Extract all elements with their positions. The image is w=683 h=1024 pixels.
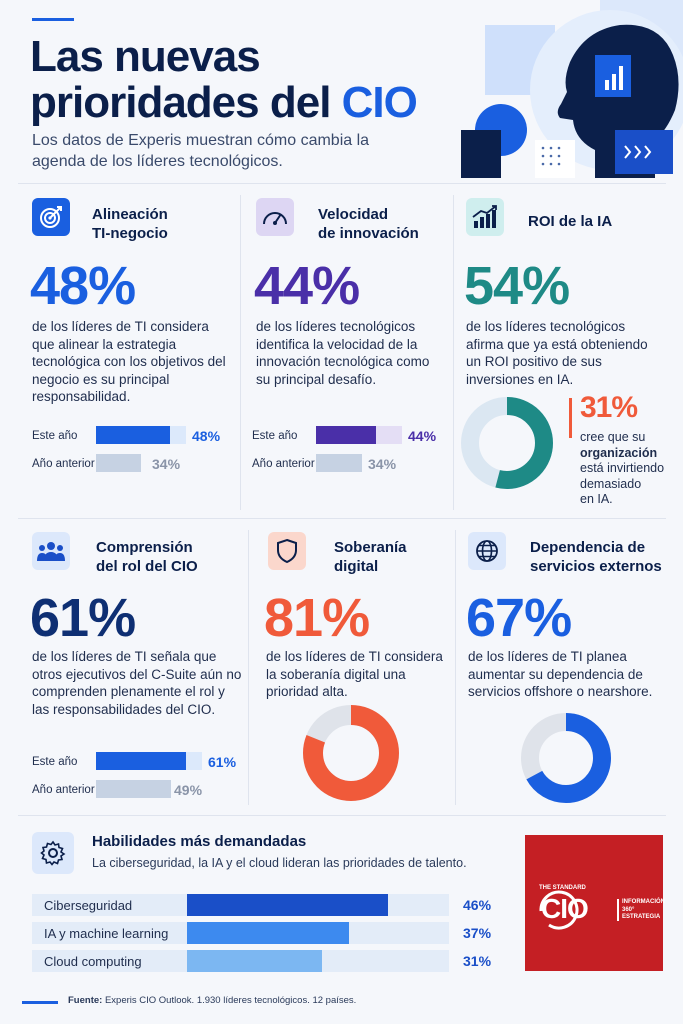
donut-chart-dependencia — [521, 713, 611, 803]
stat-value-velocidad: 44% — [254, 256, 360, 316]
hero-illustration — [455, 0, 683, 178]
card-title-dependencia: Dependencia de servicios externos — [530, 539, 662, 575]
stat-description-velocidad: de los líderes tecnológicos identifica l… — [256, 319, 430, 387]
skill-value: 46% — [463, 897, 492, 913]
skills-bar-chart: Ciberseguridad 46% IA y machine learning 37… — [32, 894, 491, 974]
divider — [455, 530, 456, 805]
gear-icon — [32, 832, 74, 874]
stat-value-dependencia: 67% — [466, 588, 572, 648]
shield-icon — [268, 532, 306, 570]
bar-current — [96, 752, 186, 770]
bar-track — [96, 752, 202, 770]
divider — [240, 195, 241, 510]
footer-accent-line — [22, 1001, 58, 1004]
skill-label: Ciberseguridad — [44, 898, 133, 913]
stat-description-alineacion: de los líderes de TI considera que aline… — [32, 319, 226, 404]
bar-current — [316, 426, 377, 444]
bar-label-current: Este año — [252, 430, 298, 442]
donut-slice-value — [461, 397, 553, 489]
divider — [248, 530, 249, 805]
skills-subtitle: La ciberseguridad, la IA y el cloud lide… — [92, 856, 467, 870]
skill-label: IA y machine learning — [44, 926, 169, 941]
highlight-bar — [569, 398, 572, 438]
stat-description-dependencia: de los líderes de TI planea aumentar su … — [468, 649, 653, 699]
bar-label-previous: Año anterior — [32, 458, 95, 470]
skill-row: IA y machine learning — [32, 922, 449, 944]
donut-chart-soberania — [303, 705, 399, 801]
target-icon — [32, 198, 70, 236]
card-title-roi: ROI de la IA — [528, 213, 613, 230]
donut-slice-value — [303, 705, 399, 801]
skill-value: 31% — [463, 953, 492, 969]
people-icon — [32, 532, 70, 570]
card-title-velocidad: Velocidad de innovación — [318, 206, 419, 242]
bar-previous — [96, 454, 141, 472]
source-note: Fuente: Experis CIO Outlook. 1.930 líder… — [68, 995, 357, 1006]
bar-label-current: Este año — [32, 756, 78, 768]
stat-description-roi: de los líderes tecnológicos afirma que y… — [466, 319, 648, 387]
bar-current — [96, 426, 171, 444]
stat-description-soberania: de los líderes de TI considera la sobera… — [266, 649, 443, 699]
skill-row: Ciberseguridad — [32, 894, 449, 916]
skill-bar — [187, 922, 349, 944]
skill-value: 37% — [463, 925, 492, 941]
bar-label-previous: Año anterior — [32, 784, 95, 796]
bar-track — [96, 780, 202, 798]
bar-track — [316, 454, 402, 472]
bar-value-current: 61% — [208, 754, 237, 770]
page-title: Las nuevas prioridades del CIO — [30, 32, 418, 127]
bar-value-previous: 34% — [152, 456, 181, 472]
skill-bar — [187, 894, 388, 916]
bar-track — [96, 454, 186, 472]
growth-chart-icon — [466, 198, 504, 236]
bar-value-current: 48% — [192, 428, 221, 444]
donut-slice-value — [521, 713, 611, 803]
header-accent-line — [32, 18, 74, 21]
globe-icon — [468, 532, 506, 570]
divider — [18, 518, 666, 519]
divider — [18, 815, 666, 816]
speedometer-icon — [256, 198, 294, 236]
bar-track — [96, 426, 186, 444]
stat-value-comprension: 61% — [30, 588, 136, 648]
bar-label-current: Este año — [32, 430, 78, 442]
skills-title: Habilidades más demandadas — [92, 833, 307, 850]
card-title-alineacion: Alineación TI-negocio — [92, 206, 168, 242]
donut-chart-roi — [461, 397, 553, 489]
bar-track — [316, 426, 402, 444]
the-standard-cio-logo: THE STANDARD CIO INFORMACIÓN 360° ESTRATEG… — [525, 835, 665, 971]
bar-previous — [316, 454, 363, 472]
bar-value-previous: 49% — [174, 782, 203, 798]
card-title-comprension: Comprensión del rol del CIO — [96, 539, 198, 575]
divider — [453, 195, 454, 510]
card-title-soberania: Soberanía digital — [334, 539, 407, 575]
secondary-stat-value: 31% — [580, 391, 638, 424]
page-subtitle: Los datos de Experis muestran cómo cambi… — [32, 132, 370, 170]
bar-previous — [96, 780, 172, 798]
stat-value-roi: 54% — [464, 256, 570, 316]
divider — [18, 183, 666, 184]
stat-description-comprension: de los líderes de TI señala que otros ej… — [32, 649, 242, 717]
secondary-stat-description: cree que su organización está invirtiend… — [580, 430, 665, 506]
bar-value-previous: 34% — [368, 456, 397, 472]
bar-value-current: 44% — [408, 428, 437, 444]
skill-label: Cloud computing — [44, 954, 142, 969]
bar-label-previous: Año anterior — [252, 458, 315, 470]
skill-row: Cloud computing — [32, 950, 449, 972]
skill-bar — [187, 950, 323, 972]
stat-value-soberania: 81% — [264, 588, 370, 648]
stat-value-alineacion: 48% — [30, 256, 136, 316]
